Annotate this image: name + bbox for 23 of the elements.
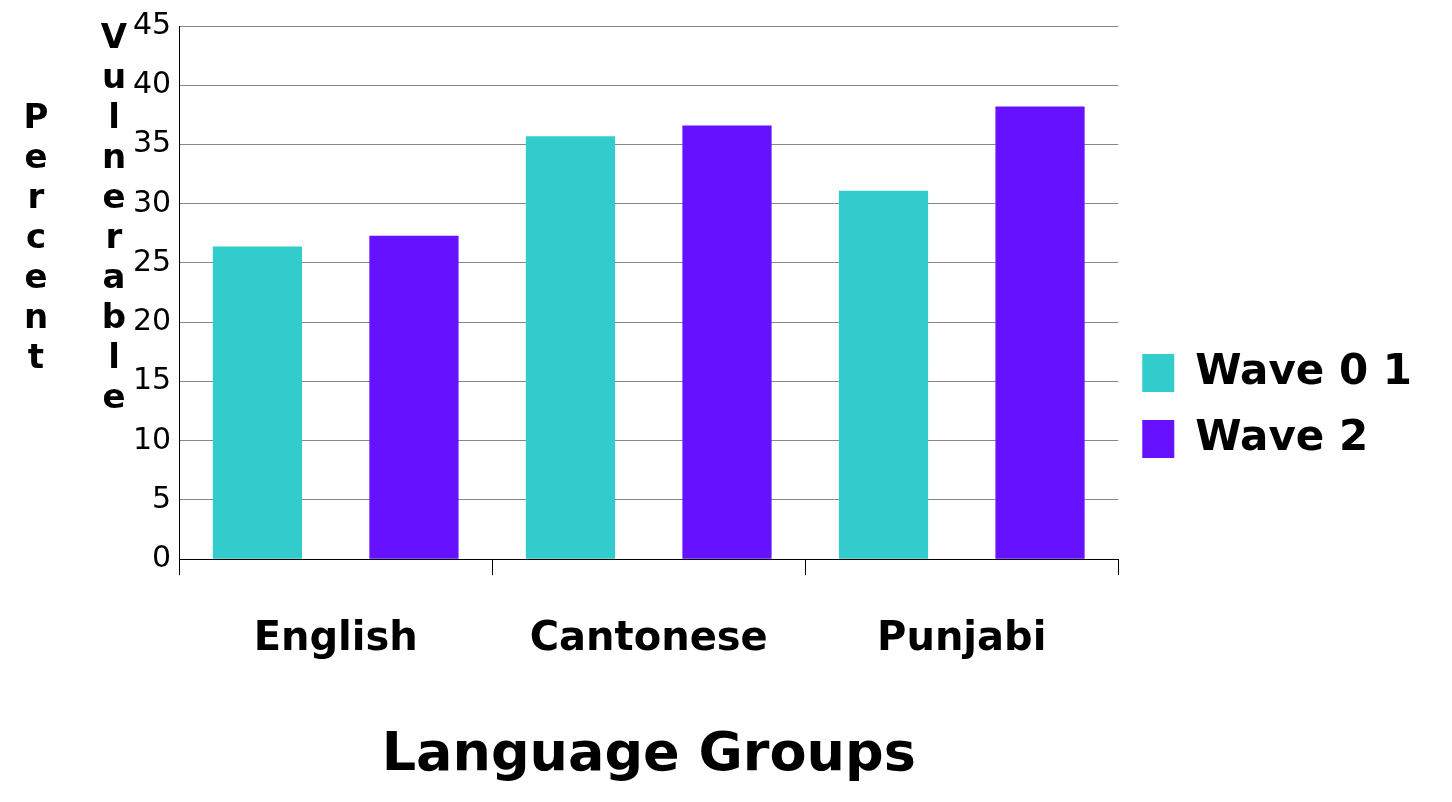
- legend-label: Wave 2: [1195, 410, 1369, 460]
- x-axis-title: Language Groups: [381, 719, 916, 783]
- y-tick-label: 40: [132, 65, 172, 101]
- y-tick-label: 25: [132, 242, 172, 278]
- y-tick-label: 35: [132, 124, 172, 160]
- y-tick-label: 5: [152, 479, 172, 515]
- bar: [212, 246, 303, 559]
- bar: [369, 235, 459, 559]
- bar: [525, 136, 616, 559]
- x-tick-label: English: [253, 612, 418, 659]
- y-tick-label: 20: [132, 302, 172, 338]
- x-tick-label: Punjabi: [877, 612, 1047, 659]
- y-tick-label: 0: [152, 539, 172, 574]
- y-tick-label: 15: [132, 361, 172, 397]
- bar: [682, 125, 772, 559]
- bar: [995, 106, 1085, 559]
- y-tick-label: 30: [132, 183, 172, 219]
- legend-label: Wave 0 1: [1195, 344, 1413, 394]
- x-tick-label: Cantonese: [529, 612, 768, 659]
- y-tick-label: 10: [132, 420, 172, 456]
- bar: [838, 190, 929, 559]
- y-tick-label: 45: [132, 5, 172, 41]
- y-axis-title: Percent Vulnerable: [15, 16, 134, 416]
